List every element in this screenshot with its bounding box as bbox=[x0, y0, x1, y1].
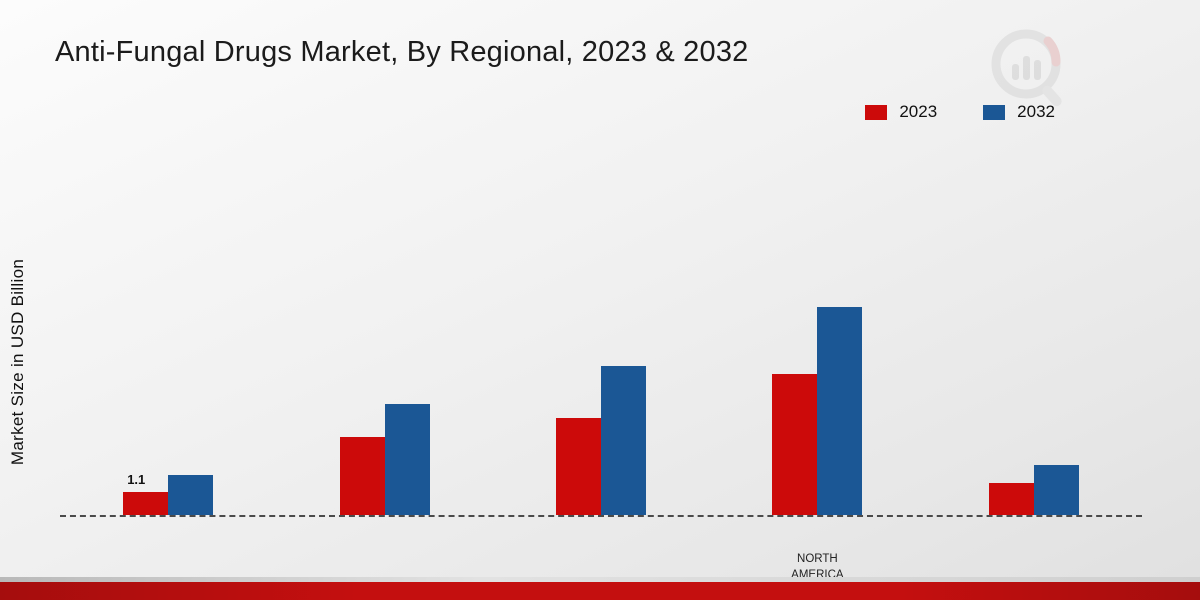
bar-2023-south-america bbox=[988, 483, 1034, 515]
bar-group-north-america: NORTH AMERICA bbox=[752, 307, 882, 581]
bar-groups: 1.1MEA APAC EUROPE NORTH AMERICA SOUTH AMERI… bbox=[60, 280, 1142, 581]
bar-group-apac: APAC bbox=[320, 404, 450, 515]
bar-2032-north-america bbox=[817, 307, 863, 515]
legend-swatch-2032 bbox=[983, 104, 1006, 120]
bar-value-label-mea: 1.1 bbox=[127, 472, 146, 487]
plot-area: 1.1MEA APAC EUROPE NORTH AMERICA SOUTH AMERI… bbox=[60, 280, 1142, 581]
y-axis-label: Market Size in USD Billion bbox=[8, 258, 27, 466]
bar-2032-mea bbox=[168, 475, 214, 515]
bar-2023-apac bbox=[339, 437, 385, 515]
bar-group-mea: 1.1MEA bbox=[103, 472, 233, 515]
bar-2032-apac bbox=[384, 404, 430, 515]
bar-pair-apac bbox=[339, 404, 430, 515]
chart-title: Anti-Fungal Drugs Market, By Regional, 2… bbox=[55, 36, 749, 68]
bottom-gradient-band bbox=[0, 577, 1200, 582]
legend-label-2032: 2032 bbox=[1017, 102, 1055, 121]
legend-item-2032: 2032 bbox=[983, 102, 1055, 122]
bottom-red-bar bbox=[0, 582, 1200, 600]
bar-pair-north-america bbox=[772, 307, 863, 515]
legend: 2023 2032 bbox=[865, 102, 1055, 122]
bar-pair-mea: 1.1 bbox=[123, 472, 214, 515]
bar-2032-south-america bbox=[1033, 465, 1079, 515]
bar-2023-mea: 1.1 bbox=[123, 472, 169, 515]
bar-2032-europe bbox=[600, 366, 646, 515]
legend-swatch-2023 bbox=[865, 104, 888, 120]
bar-group-south-america: SOUTH AMERICA bbox=[969, 465, 1099, 515]
bar-pair-europe bbox=[555, 366, 646, 515]
legend-item-2023: 2023 bbox=[865, 102, 937, 122]
legend-label-2023: 2023 bbox=[899, 102, 938, 121]
x-axis-dashed-line bbox=[60, 515, 1142, 517]
bar-2023-europe bbox=[555, 418, 601, 515]
bar-2023-north-america bbox=[772, 374, 818, 515]
magnifier-bars-icon bbox=[991, 29, 1062, 107]
brand-logo-watermark bbox=[990, 28, 1070, 112]
bar-group-europe: EUROPE bbox=[536, 366, 666, 515]
bar-pair-south-america bbox=[988, 465, 1079, 515]
